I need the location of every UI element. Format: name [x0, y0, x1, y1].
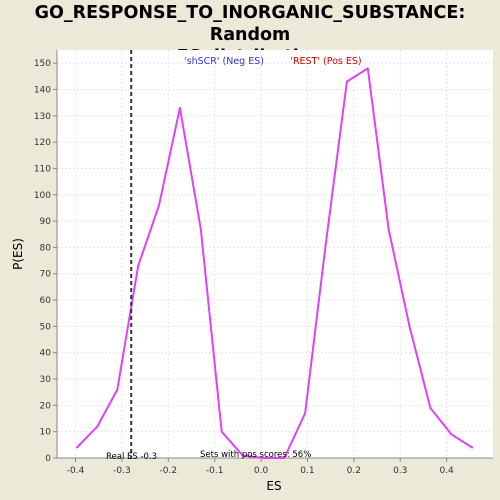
es-data-point [241, 454, 244, 457]
neg-es-label: 'shSCR' (Neg ES) [184, 56, 264, 67]
y-tick-label: 30 [40, 375, 52, 385]
pos-scores-label: Sets with pos scores: 56% [200, 450, 311, 460]
es-data-point [366, 67, 369, 70]
es-data-point [304, 412, 307, 415]
series-group [75, 67, 474, 459]
es-data-point [408, 325, 411, 328]
x-tick-label: 0.1 [300, 466, 314, 476]
es-data-point [345, 80, 348, 83]
es-data-point [387, 227, 390, 230]
y-tick-label: 100 [34, 191, 51, 201]
es-distribution-line [76, 67, 473, 459]
chart-title-line1: GO_RESPONSE_TO_INORGANIC_SUBSTANCE: Rand… [34, 3, 466, 45]
x-tick-label: 0.3 [393, 466, 407, 476]
es-data-point [137, 264, 140, 267]
x-axis-label: ES [266, 479, 281, 493]
es-data-point [178, 106, 181, 109]
es-data-point [429, 406, 432, 409]
y-tick-label: 130 [34, 112, 51, 122]
plot-area [57, 50, 493, 458]
x-tick-label: -0.2 [160, 466, 178, 476]
es-data-point [116, 388, 119, 391]
y-tick-label: 90 [40, 217, 52, 227]
x-tick-label: 0.0 [254, 466, 269, 476]
y-tick-label: 20 [40, 401, 52, 411]
y-tick-label: 70 [40, 270, 52, 280]
real-es-label: Real ES -0.3 [106, 452, 157, 462]
y-tick-label: 0 [45, 454, 51, 464]
es-data-point [450, 433, 453, 436]
y-tick-label: 60 [40, 296, 52, 306]
y-tick-label: 40 [40, 349, 52, 359]
es-data-point [325, 241, 328, 244]
x-tick-label: -0.1 [206, 466, 224, 476]
y-tick-label: 80 [40, 243, 52, 253]
es-data-point [96, 425, 99, 428]
x-tick-label: -0.3 [113, 466, 131, 476]
y-tick-label: 120 [34, 138, 51, 148]
y-axis-label: P(ES) [11, 238, 25, 270]
pos-es-label: 'REST' (Pos ES) [290, 56, 361, 67]
es-data-point [199, 227, 202, 230]
y-tick-label: 150 [34, 59, 51, 69]
es-data-point [262, 457, 265, 459]
es-data-point [75, 446, 78, 449]
es-data-point [158, 204, 161, 207]
es-data-point [283, 457, 286, 459]
y-tick-label: 140 [34, 85, 51, 95]
es-data-point [220, 430, 223, 433]
x-tick-label: 0.2 [347, 466, 361, 476]
x-tick-label: -0.4 [67, 466, 85, 476]
x-tick-label: 0.4 [439, 466, 454, 476]
y-tick-label: 50 [40, 322, 52, 332]
tick-group: -0.4 -0.3 -0.2 -0.1 0.0 0.1 0.2 0.3 0.4 0 10 20 30 40… [34, 59, 454, 476]
y-tick-label: 110 [34, 164, 51, 174]
es-data-point [471, 446, 474, 449]
y-tick-label: 10 [40, 428, 52, 438]
